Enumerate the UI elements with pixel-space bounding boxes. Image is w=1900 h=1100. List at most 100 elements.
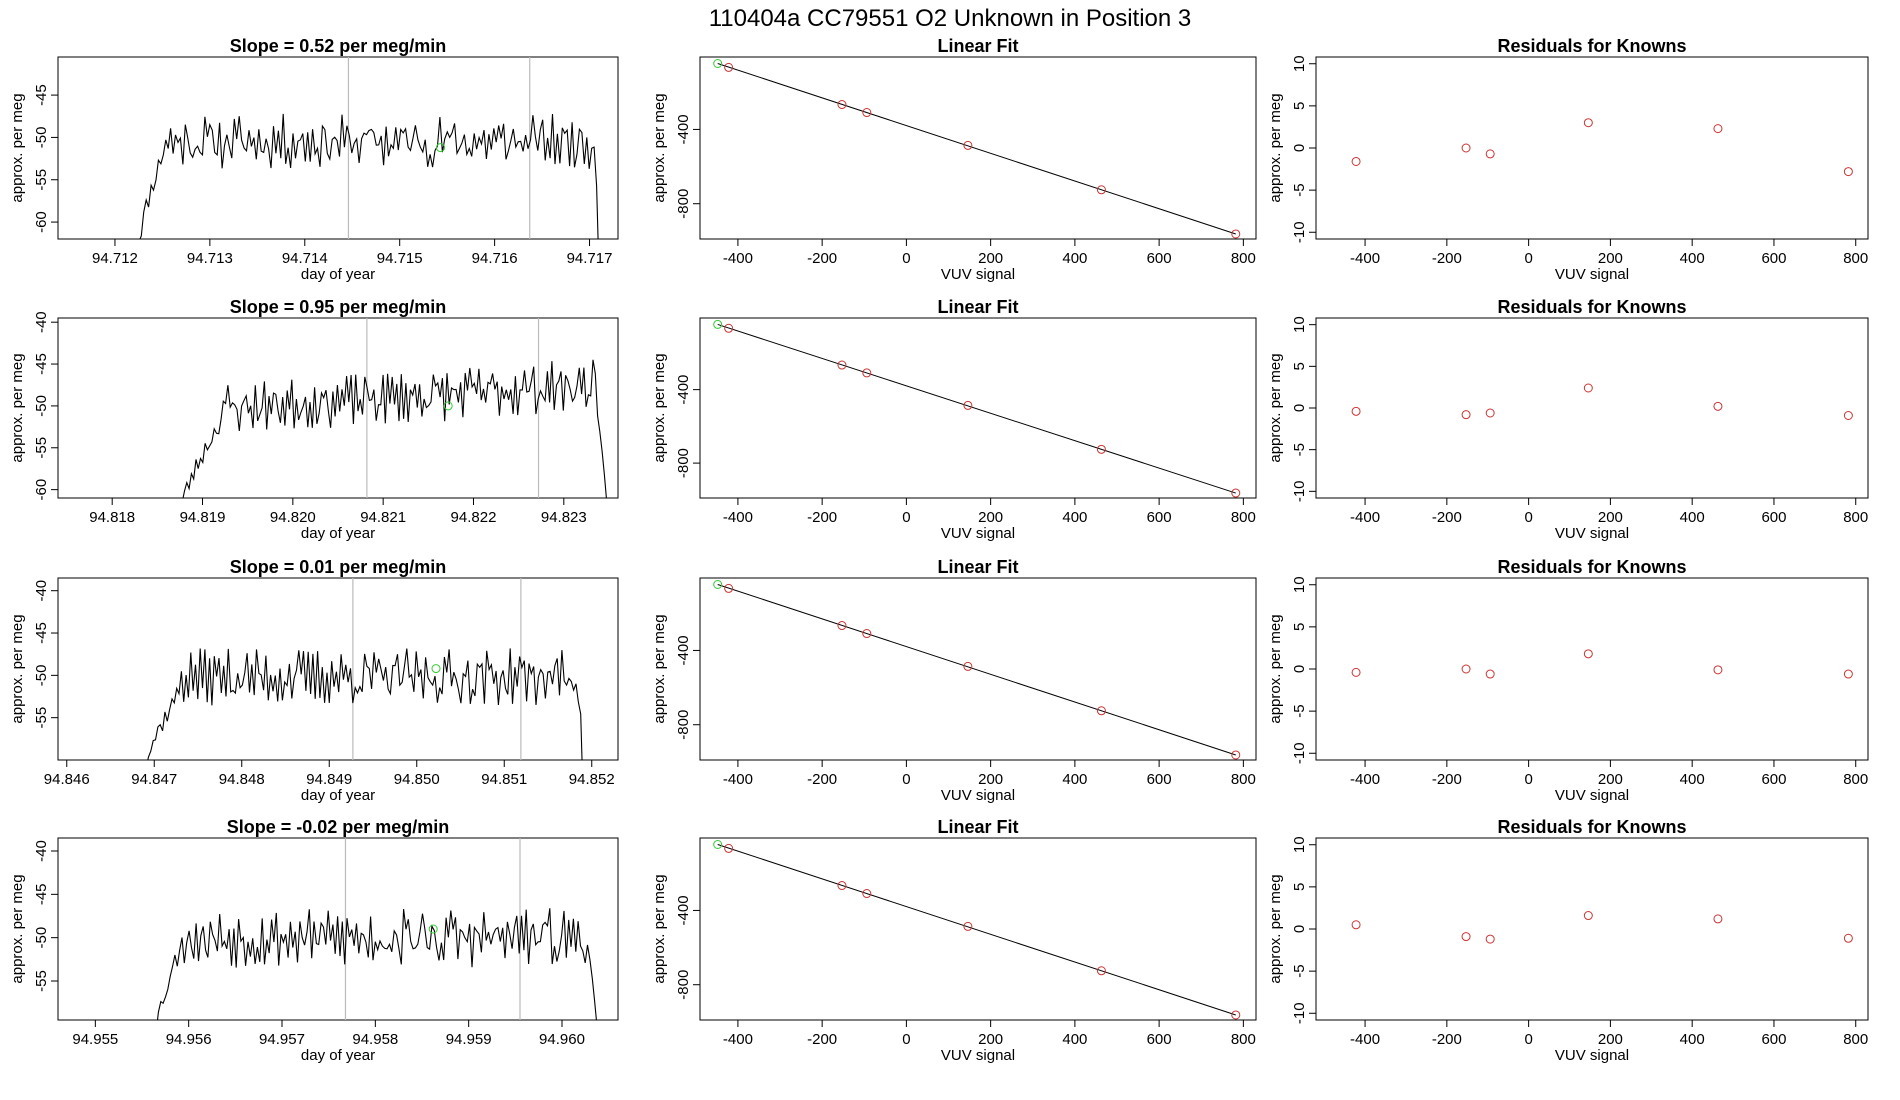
row4-linear-fit-ytick-label: -400	[675, 895, 692, 925]
row1-residuals-ytick-label: 0	[1291, 144, 1308, 152]
row2-residuals-ylabel: approx. per meg	[1267, 353, 1284, 462]
row4-timeseries-plot-frame	[57, 837, 619, 1021]
row4-residuals-residual-point	[1485, 934, 1495, 944]
row4-residuals-panel: Residuals for Knowns -400 -200 0 200 400 600 80…	[1267, 817, 1869, 1064]
row3-linear-fit-xlabel: VUV signal	[941, 787, 1015, 804]
row4-residuals-ylabel: approx. per meg	[1267, 874, 1284, 983]
row2-linear-fit-xtick-label: 200	[978, 509, 1003, 526]
row2-residuals-ytick-label: -5	[1291, 443, 1308, 456]
row2-residuals-plot-frame	[1315, 317, 1869, 499]
row3-residuals-ytick-label: -10	[1291, 742, 1308, 764]
row4-residuals-residual-point	[1461, 932, 1471, 942]
row4-timeseries-unknown-point	[428, 924, 438, 934]
plot-grid: Slope = 0.52 per meg/min 94.712 94.713 94.7…	[9, 36, 1869, 1064]
row3-timeseries-xtick-label: 94.848	[219, 771, 265, 788]
row1-timeseries-plot-frame	[57, 56, 619, 240]
row2-timeseries-xtick-label: 94.821	[360, 509, 406, 526]
row3-linear-fit-known-point	[837, 621, 847, 631]
row4-residuals-residual-point	[1843, 933, 1853, 943]
row4-timeseries-ytick-label: -55	[33, 970, 50, 992]
row1-timeseries-xtick-label: 94.713	[187, 250, 233, 267]
row1-timeseries-title: Slope = 0.52 per meg/min	[230, 36, 447, 56]
row3-linear-fit-xtick-label: 400	[1062, 771, 1087, 788]
row1-residuals-xtick-label: 800	[1843, 250, 1868, 267]
row1-timeseries-xtick-label: 94.717	[567, 250, 613, 267]
row3-linear-fit-fit-line	[717, 584, 1236, 756]
row4-residuals-ytick-label: -10	[1291, 1002, 1308, 1024]
row1-timeseries-ytick-label: -50	[33, 127, 50, 149]
row3-timeseries-unknown-point	[431, 664, 441, 674]
row2-timeseries-xlabel: day of year	[301, 525, 375, 542]
row3-timeseries-ytick-label: -45	[33, 622, 50, 644]
row4-linear-fit-plot-frame	[699, 837, 1257, 1021]
row1-residuals-residual-point	[1485, 149, 1495, 159]
row1-timeseries-panel: Slope = 0.52 per meg/min 94.712 94.713 94.7…	[9, 36, 619, 283]
row3-residuals-xtick-label: 400	[1680, 771, 1705, 788]
row3-linear-fit-known-point	[724, 583, 734, 593]
row1-linear-fit-known-point	[963, 140, 973, 150]
row4-linear-fit-unknown-point	[713, 840, 723, 849]
row3-residuals-residual-point	[1843, 669, 1853, 679]
row2-linear-fit-panel: Linear Fit -400 -200 0 200 400 600 800 -400 -800 V…	[651, 297, 1257, 542]
row1-residuals-residual-point	[1583, 118, 1593, 128]
row1-residuals-xtick-label: -400	[1350, 250, 1380, 267]
row4-timeseries-xtick-label: 94.955	[72, 1031, 118, 1048]
row2-residuals-residual-point	[1351, 406, 1361, 416]
row4-linear-fit-known-point	[862, 889, 872, 899]
row4-timeseries-xtick-label: 94.957	[259, 1031, 305, 1048]
row2-timeseries-ytick-label: -45	[33, 353, 50, 375]
row4-timeseries-series-line	[156, 908, 597, 1020]
row3-residuals-ylabel: approx. per meg	[1267, 614, 1284, 723]
row4-residuals-ytick-label: 10	[1291, 836, 1308, 853]
row4-linear-fit-xtick-label: -200	[807, 1031, 837, 1048]
row4-linear-fit-xtick-label: 600	[1147, 1031, 1172, 1048]
row1-timeseries-xtick-label: 94.712	[92, 250, 138, 267]
row2-residuals-ytick-label: 10	[1291, 316, 1308, 333]
row3-linear-fit-panel: Linear Fit -400 -200 0 200 400 600 800 -400 -800 V…	[651, 557, 1257, 804]
figure-title: 110404a CC79551 O2 Unknown in Position 3	[709, 5, 1192, 32]
row1-linear-fit-known-point	[724, 62, 734, 72]
row2-residuals-xtick-label: -200	[1432, 509, 1462, 526]
row2-residuals-ytick-label: 5	[1291, 362, 1308, 370]
row3-timeseries-xtick-label: 94.851	[481, 771, 527, 788]
row1-timeseries-xtick-label: 94.714	[282, 250, 328, 267]
row3-residuals-ytick-label: 10	[1291, 576, 1308, 593]
row1-linear-fit-title: Linear Fit	[937, 36, 1018, 56]
row3-linear-fit-ylabel: approx. per meg	[651, 614, 668, 723]
row4-residuals-xtick-label: -400	[1350, 1031, 1380, 1048]
row2-timeseries-ytick-label: -50	[33, 395, 50, 417]
row2-residuals-xtick-label: 600	[1761, 509, 1786, 526]
row2-linear-fit-fit-line	[717, 323, 1236, 494]
row3-timeseries-plot-frame	[57, 577, 619, 761]
row2-linear-fit-xtick-label: 0	[902, 509, 910, 526]
row2-residuals-residual-point	[1461, 410, 1471, 420]
row1-timeseries-ytick-label: -60	[33, 211, 50, 233]
row2-linear-fit-known-point	[1096, 444, 1106, 454]
row3-residuals-xtick-label: 600	[1761, 771, 1786, 788]
row4-residuals-residual-point	[1351, 920, 1361, 930]
row4-linear-fit-fit-line	[717, 844, 1236, 1016]
row4-timeseries-ytick-label: -40	[33, 840, 50, 862]
row4-residuals-ytick-label: 0	[1291, 925, 1308, 933]
row3-timeseries-ytick-label: -50	[33, 665, 50, 687]
row1-residuals-xtick-label: 400	[1680, 250, 1705, 267]
row3-linear-fit-xtick-label: 600	[1147, 771, 1172, 788]
row1-residuals-xtick-label: 200	[1598, 250, 1623, 267]
row1-linear-fit-known-point	[1231, 229, 1241, 239]
row1-residuals-residual-point	[1843, 167, 1853, 177]
row1-residuals-residual-point	[1713, 124, 1723, 134]
row1-linear-fit-xlabel: VUV signal	[941, 266, 1015, 283]
row4-residuals-xtick-label: 800	[1843, 1031, 1868, 1048]
row4-residuals-xtick-label: 0	[1524, 1031, 1532, 1048]
row2-residuals-panel: Residuals for Knowns -400 -200 0 200 400 600 80…	[1267, 297, 1869, 542]
row1-timeseries-unknown-point	[436, 143, 446, 153]
row1-residuals-panel: Residuals for Knowns -400 -200 0 200 400 600 80…	[1267, 36, 1869, 283]
row3-timeseries-xtick-label: 94.847	[131, 771, 177, 788]
row2-linear-fit-known-point	[837, 360, 847, 370]
row3-linear-fit-known-point	[1231, 750, 1241, 760]
row3-residuals-xtick-label: 200	[1598, 771, 1623, 788]
row4-residuals-ytick-label: -5	[1291, 964, 1308, 977]
row2-linear-fit-known-point	[963, 400, 973, 410]
row2-residuals-residual-point	[1583, 383, 1593, 393]
